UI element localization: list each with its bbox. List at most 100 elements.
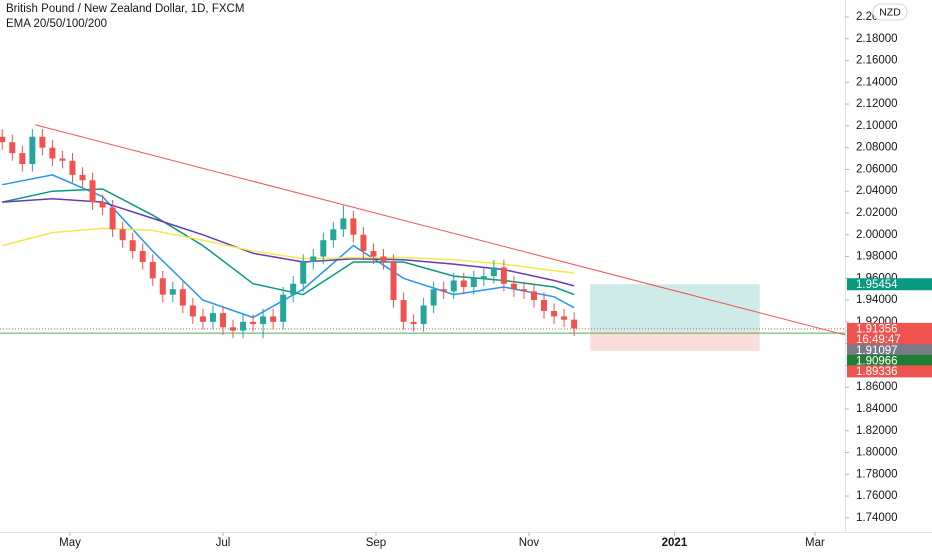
candle-body: [250, 321, 257, 325]
candle-body: [280, 294, 287, 322]
candle-body: [400, 300, 407, 322]
candle-body: [79, 174, 86, 181]
y-tick-label: 1.76000: [856, 490, 898, 502]
candle-body: [541, 300, 548, 311]
candle-body: [129, 240, 136, 252]
y-tick-label: 2.00000: [856, 229, 898, 241]
candle-body: [9, 142, 16, 154]
y-tick-label: 1.86000: [856, 381, 898, 393]
candle-body: [199, 316, 206, 322]
price-axis: 2.200002.180002.160002.140002.120002.100…: [845, 11, 932, 524]
x-tick-label: 2021: [662, 537, 688, 549]
candle-body: [440, 289, 447, 292]
candle-body: [561, 316, 568, 320]
candle-body: [230, 327, 237, 331]
candle-body: [310, 256, 317, 262]
candle-body: [270, 316, 277, 322]
candle-body: [29, 136, 36, 164]
y-tick-label: 2.08000: [856, 142, 898, 154]
trendline: [34, 124, 846, 336]
price-flag: [847, 322, 932, 335]
candle-body: [240, 321, 247, 331]
candle-body: [179, 289, 186, 306]
profit-zone: [590, 284, 760, 332]
x-tick-label: Mar: [805, 537, 825, 549]
candle-body: [330, 229, 337, 241]
price-flag-label: 1.89336: [856, 366, 898, 378]
price-flag-label: 1.90966: [856, 355, 898, 367]
candle-body: [139, 251, 146, 262]
candle-body: [119, 229, 126, 241]
candle-body: [360, 234, 367, 252]
indicator-label: EMA 20/50/100/200: [6, 18, 107, 30]
candle-body: [370, 251, 377, 257]
candle-body: [340, 218, 347, 230]
loss-zone: [590, 331, 760, 351]
y-tick-label: 2.04000: [856, 185, 898, 197]
y-tick-label: 1.94000: [856, 294, 898, 306]
chart-title: British Pound / New Zealand Dollar, 1D, …: [6, 3, 244, 15]
candle-body: [99, 202, 106, 208]
currency-badge[interactable]: [872, 3, 908, 21]
x-tick-label: Sep: [366, 537, 386, 549]
candle-body: [410, 321, 417, 325]
candle-body: [149, 261, 156, 279]
plot-area: [0, 124, 846, 351]
candle-body: [520, 289, 527, 292]
y-tick-label: 2.14000: [856, 76, 898, 88]
candle-body: [500, 267, 507, 284]
candle-body: [189, 305, 196, 317]
y-tick-label: 2.18000: [856, 33, 898, 45]
candle-body: [290, 283, 297, 295]
candle-body: [350, 218, 357, 235]
price-flag: [847, 333, 932, 346]
candle-body: [169, 289, 176, 295]
candle-body: [510, 283, 517, 290]
x-tick-label: Nov: [519, 537, 540, 549]
candle-body: [59, 158, 66, 161]
y-tick-label: 2.10000: [856, 120, 898, 132]
candle-body: [260, 316, 267, 325]
price-flag-label: 1.95454: [856, 279, 898, 291]
candle-body: [0, 136, 6, 143]
candle-body: [470, 278, 477, 288]
candle-body: [530, 291, 537, 301]
price-flag: [847, 278, 932, 291]
y-tick-label: 2.06000: [856, 163, 898, 175]
price-flag: [847, 354, 932, 367]
y-tick-label: 1.78000: [856, 468, 898, 480]
x-tick-label: May: [59, 537, 81, 549]
candle-body: [390, 261, 397, 301]
candle-body: [300, 261, 307, 284]
y-tick-label: 1.84000: [856, 403, 898, 415]
candle-body: [159, 278, 166, 295]
candle-body: [19, 153, 26, 164]
candle-body: [571, 319, 578, 329]
y-tick-label: 1.80000: [856, 447, 898, 459]
candle-body: [420, 305, 427, 325]
candle-body: [460, 280, 467, 288]
candle-body: [320, 240, 327, 257]
y-tick-label: 2.12000: [856, 98, 898, 110]
candle-body: [490, 267, 497, 277]
candle-body: [450, 280, 457, 292]
price-flag-label: 1.91356: [856, 323, 898, 335]
countdown-label: 16:49:47: [856, 334, 901, 346]
candle-body: [430, 289, 437, 306]
candle-body: [380, 256, 387, 262]
candle-body: [69, 160, 76, 175]
y-tick-label: 1.98000: [856, 251, 898, 263]
candle-body: [480, 276, 487, 279]
price-flag-label: 1.91097: [856, 345, 898, 357]
candle-body: [89, 180, 96, 203]
candle-body: [551, 310, 558, 317]
y-tick-label: 2.02000: [856, 207, 898, 219]
candle-body: [219, 313, 226, 328]
price-flag: [847, 365, 932, 378]
y-tick-label: 1.74000: [856, 512, 898, 524]
price-flag: [847, 344, 932, 357]
x-tick-label: Jul: [216, 537, 231, 549]
